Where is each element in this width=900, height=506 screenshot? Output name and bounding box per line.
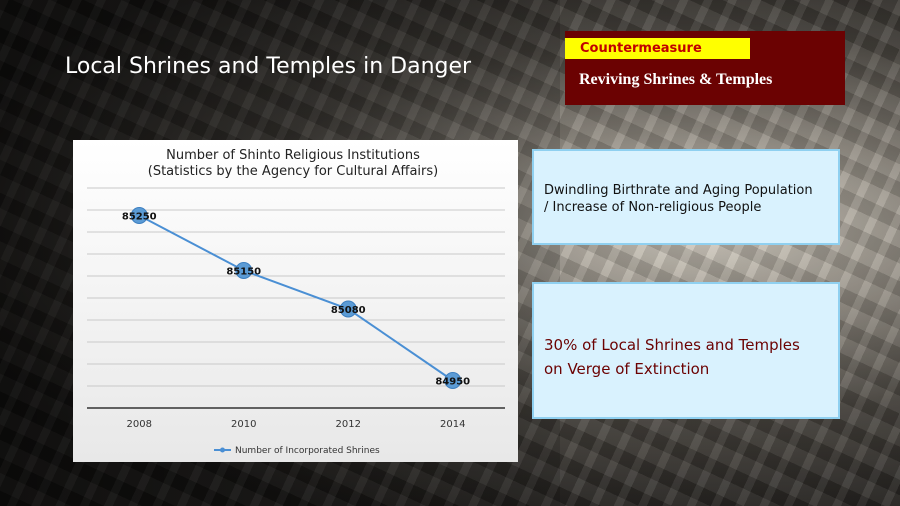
chart-subtitle: (Statistics by the Agency for Cultural A… — [148, 164, 438, 179]
data-point — [130, 207, 148, 224]
slide-title: Local Shrines and Temples in Danger — [65, 54, 472, 79]
chart-series: 85250 85150 85080 84950 — [122, 207, 470, 389]
chart-title: Number of Shinto Religious Institutions — [166, 148, 420, 163]
x-tick-label: 2010 — [231, 419, 256, 430]
chart-panel: Number of Shinto Religious Institutions … — [73, 140, 518, 462]
data-label: 84950 — [435, 377, 470, 388]
line-chart: Number of Shinto Religious Institutions … — [87, 148, 505, 456]
series-line — [138, 214, 454, 382]
chart-gridlines — [87, 187, 505, 387]
x-tick-label: 2012 — [336, 419, 361, 430]
chart-legend: Number of Incorporated Shrines — [214, 446, 380, 456]
data-point — [444, 372, 462, 389]
data-point — [235, 262, 253, 279]
x-tick-label: 2008 — [127, 419, 152, 430]
countermeasure-label: Countermeasure — [565, 38, 750, 59]
cause-line-1: Dwindling Birthrate and Aging Population — [544, 183, 813, 198]
extinction-text: 30% of Local Shrines and Temples on Verg… — [544, 333, 832, 381]
cause-text: Dwindling Birthrate and Aging Population… — [544, 182, 832, 216]
data-label: 85080 — [331, 305, 366, 316]
legend-label: Number of Incorporated Shrines — [235, 446, 380, 456]
chart-x-axis: 2008 2010 2012 2014 — [87, 407, 505, 430]
data-label: 85150 — [226, 267, 261, 278]
legend-point-marker — [220, 447, 225, 453]
x-tick-label: 2014 — [440, 419, 465, 430]
extinction-info-box: 30% of Local Shrines and Temples on Verg… — [532, 282, 840, 419]
cause-info-box: Dwindling Birthrate and Aging Population… — [532, 149, 840, 245]
countermeasure-text: Reviving Shrines & Temples — [579, 71, 773, 88]
extinction-line-1: 30% of Local Shrines and Temples — [544, 336, 800, 354]
cause-line-2: / Increase of Non-religious People — [544, 200, 762, 215]
data-label: 85250 — [122, 212, 157, 223]
extinction-line-2: on Verge of Extinction — [544, 360, 710, 378]
data-point — [339, 300, 357, 318]
